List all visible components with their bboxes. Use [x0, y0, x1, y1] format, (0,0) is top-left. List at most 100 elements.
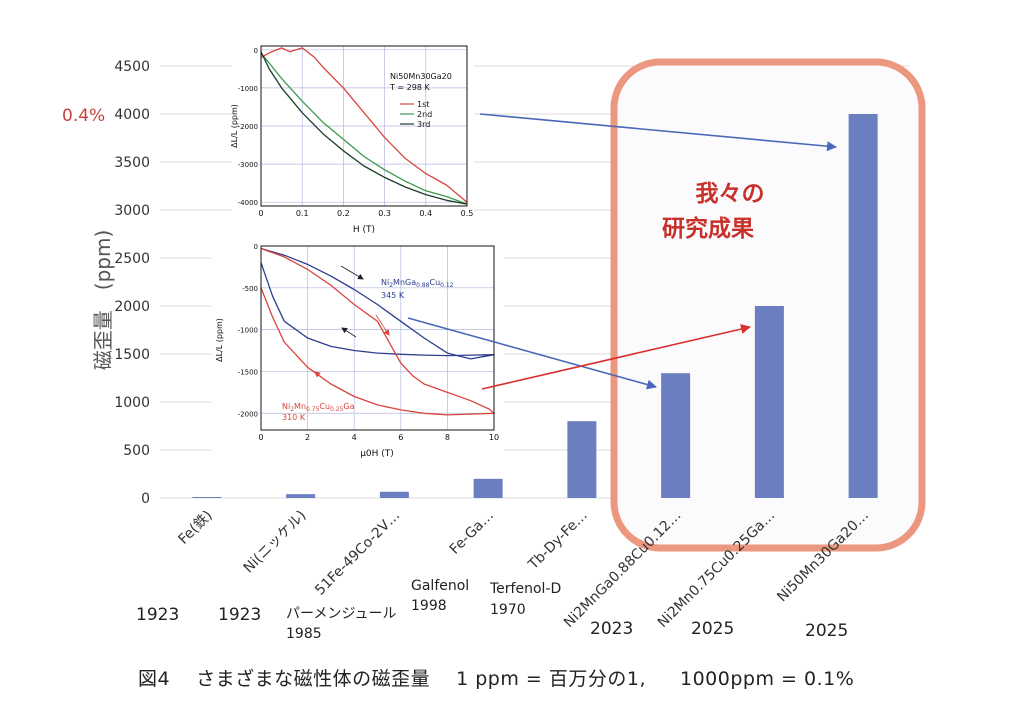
inset-bottom-x-tick: 2: [305, 433, 310, 442]
y-tick-label: 3500: [114, 155, 150, 171]
legend-3rd-label: 3rd: [417, 120, 430, 129]
inset-top-x-tick: 0: [258, 209, 263, 218]
inset-bottom-label-red-2: 310 K: [282, 413, 306, 422]
highlight-box: [610, 58, 926, 552]
inset-top-ylabel: ΔL/L (ppm): [230, 104, 239, 148]
y-tick-label: 500: [123, 443, 150, 459]
caption-figure-number: 図4: [138, 668, 171, 690]
inset-bottom-dir-arrow-4: [314, 371, 327, 382]
inset-top-bg: [232, 40, 474, 238]
inset-top-y-tick: -4000: [238, 199, 258, 207]
inset-bottom-series-line: [260, 247, 495, 360]
inset-bottom-ylabel: ΔL/L (ppm): [215, 318, 224, 362]
year-label-2: 2023: [590, 619, 633, 639]
highlight-label-line-1: 我々の: [696, 181, 765, 207]
inset-top-x-tick: 0.1: [296, 209, 309, 218]
year-label-1: 1923: [218, 605, 261, 625]
bar: [473, 478, 503, 498]
y-tick-label: 0: [141, 491, 150, 507]
inset-bottom-x-tick: 6: [398, 433, 403, 442]
y-tick-label: 4500: [114, 59, 150, 75]
note-name-1: Galfenol: [411, 578, 469, 594]
caption-eq1: 1 ppm = 百万分の1,: [456, 668, 646, 690]
bars: [192, 114, 878, 498]
inset-bottom-label-red: Ni2Mn0.75Cu0.25Ga 310 K: [282, 402, 357, 422]
inset-top-x-tick: 0.5: [461, 209, 474, 218]
x-tick-label: 51Fe-49Co-2V…: [312, 508, 403, 599]
year-label-4: 2025: [805, 621, 848, 641]
highlight-label-line-2: 研究成果: [662, 215, 754, 242]
year-label-0: 1923: [136, 605, 179, 625]
legend-2nd-label: 2nd: [417, 110, 432, 119]
note-name-2: Terfenol-D: [489, 581, 561, 597]
inset-top-x-tick: 0.3: [378, 209, 391, 218]
inset-bottom-series-line: [260, 247, 495, 416]
y-tick-label: 2500: [114, 251, 150, 267]
inset-bottom-y-tick: -1000: [238, 327, 258, 335]
bar: [567, 421, 597, 498]
inset-top-xlabel: H (T): [353, 225, 375, 235]
inset-bottom-y-tick: -1500: [238, 368, 258, 376]
inset-bottom-x-tick: 0: [258, 433, 263, 442]
arrow-red-curve-to-bar: [481, 324, 751, 390]
inset-bottom-label-blue-2: 345 K: [381, 291, 405, 300]
y-axis-label: 磁歪量 (ppm): [91, 230, 115, 370]
bar: [286, 494, 316, 498]
inset-bottom: 0 2 4 6 8 10 0 -500 -1000 -1500 -2000 μ0H (T) ΔL/L…: [212, 240, 504, 462]
inset-top-series-line: [260, 53, 468, 205]
bar: [661, 373, 691, 498]
note-year-0: 1985: [286, 626, 322, 642]
y-tick-labels: 0 500 1000 1500 2000 2500 3000 3500 4000 4500: [114, 59, 150, 507]
inset-top-legend: 1st 2nd 3rd: [400, 100, 432, 129]
note-year-2: 1970: [490, 602, 526, 618]
inset-bottom-label-red-1: Ni2Mn0.75Cu0.25Ga: [282, 402, 355, 413]
inset-bottom-label-blue-1: Ni2MnGa0.88Cu0.12: [381, 278, 454, 289]
y-tick-label: 2000: [114, 299, 150, 315]
inset-bottom-label-blue: Ni2MnGa0.88Cu0.12 345 K: [381, 278, 456, 300]
inset-top-series-line: [260, 47, 468, 203]
inset-bottom-lines: [260, 247, 495, 416]
inset-bottom-xlabel: μ0H (T): [360, 449, 394, 459]
arrow-top-inset-to-bar: [479, 113, 837, 152]
inset-top-y-tick: 0: [254, 47, 258, 55]
inset-bottom-frame: [260, 245, 495, 431]
inset-bottom-dir-arrow-1: [340, 265, 364, 280]
note-name-0: パーメンジュール: [286, 606, 396, 622]
annotation-percent: 0.4%: [62, 106, 105, 126]
inset-top-lines: [260, 47, 468, 205]
inset-top-title-1: Ni50Mn30Ga20: [390, 72, 452, 81]
caption-eq2: 1000ppm = 0.1%: [680, 668, 855, 690]
inset-bottom-tick-labels: 0 2 4 6 8 10 0 -500 -1000 -1500 -2000: [238, 243, 499, 442]
y-tick-label: 1000: [114, 395, 150, 411]
figure-caption: 図4 さまざまな磁性体の磁歪量 1 ppm = 百万分の1, 1000ppm = 0.…: [138, 664, 854, 691]
note-year-1: 1998: [411, 598, 447, 614]
inset-bottom-y-tick: 0: [254, 243, 258, 251]
year-label-3: 2025: [691, 619, 734, 639]
inset-top: 0 0.1 0.2 0.3 0.4 0.5 0 -1000 -2000 -3000 -4000 H …: [230, 40, 474, 238]
x-tick-label: Ni(ニッケル): [241, 508, 310, 577]
bar: [379, 491, 409, 498]
bar: [192, 497, 222, 498]
inset-bottom-x-tick: 4: [352, 433, 357, 442]
inset-bottom-y-tick: -500: [242, 285, 258, 293]
inset-top-series-line: [260, 51, 468, 205]
inset-bottom-x-tick: 10: [489, 433, 499, 442]
y-tick-label: 4000: [114, 107, 150, 123]
bar: [754, 306, 784, 498]
inset-bottom-x-tick: 8: [445, 433, 450, 442]
inset-bottom-y-tick: -2000: [238, 410, 258, 418]
inset-top-x-tick: 0.4: [419, 209, 432, 218]
inset-top-tick-labels: 0 0.1 0.2 0.3 0.4 0.5 0 -1000 -2000 -3000 -4000: [238, 47, 474, 218]
x-tick-label: Fe(鉄): [176, 508, 216, 548]
inset-top-x-tick: 0.2: [337, 209, 350, 218]
x-tick-label: Fe-Ga…: [447, 508, 497, 558]
y-tick-label: 3000: [114, 203, 150, 219]
inset-top-y-tick: -1000: [238, 85, 258, 93]
bar: [848, 114, 878, 498]
inset-top-frame: [260, 45, 468, 207]
inset-bottom-dir-arrow-2: [341, 327, 357, 338]
y-tick-label: 1500: [114, 347, 150, 363]
inset-top-y-tick: -2000: [238, 123, 258, 131]
x-tick-label: Tb-Dy-Fe…: [525, 508, 591, 574]
